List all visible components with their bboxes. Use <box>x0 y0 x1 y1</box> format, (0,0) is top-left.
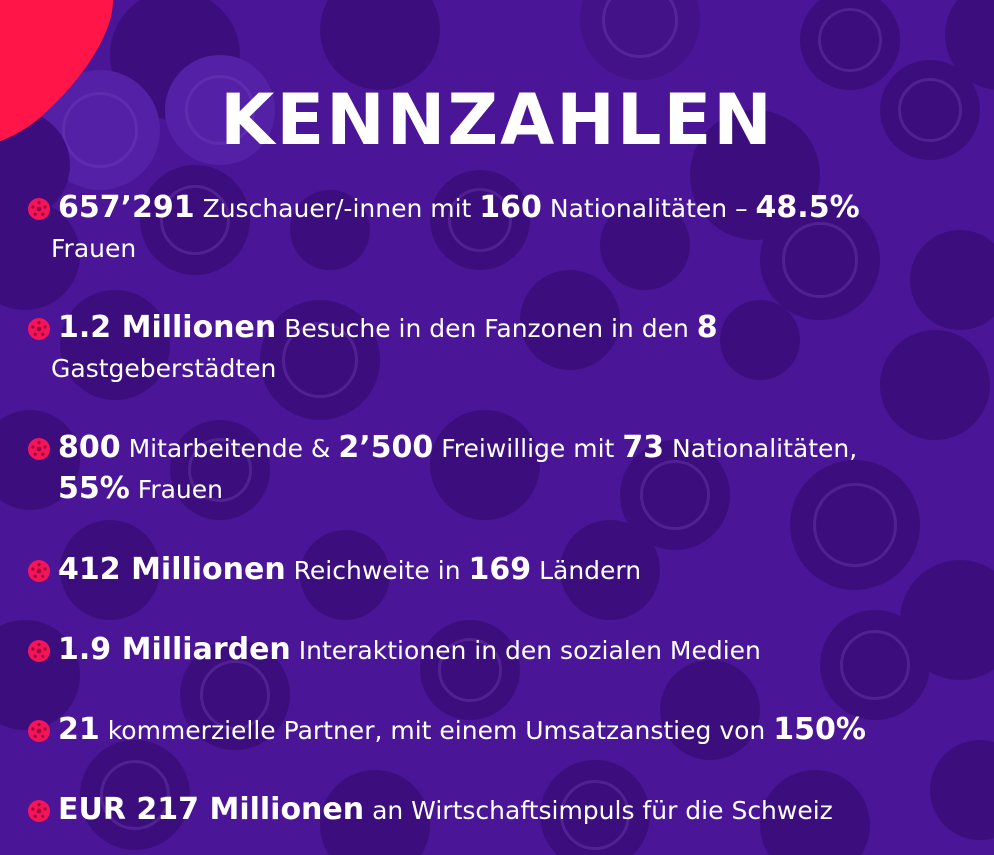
fact-value: 1.9 Milliarden <box>58 632 291 667</box>
pattern-circle <box>0 410 80 510</box>
football-icon <box>28 720 50 742</box>
pattern-circle <box>660 660 760 760</box>
fact-text: Freiwillige mit <box>433 434 623 463</box>
fact-value: 657’291 <box>58 190 195 225</box>
fact-item-economic-impact: EUR 217 Millionen an Wirtschaftsimpuls f… <box>28 790 968 831</box>
pattern-circle <box>560 520 660 620</box>
pattern-circle <box>880 330 990 440</box>
pattern-circle <box>60 290 170 400</box>
fact-text: Gastgeberstädten <box>51 354 277 383</box>
fact-text: Frauen <box>129 475 223 504</box>
fact-text: kommerzielle Partner, mit einem Umsatzan… <box>99 716 774 745</box>
pattern-circle <box>790 460 920 590</box>
pattern-circle <box>140 165 250 275</box>
fact-value: 160 <box>479 190 542 225</box>
football-icon <box>28 318 50 340</box>
pattern-circle <box>820 610 930 720</box>
page-title: KENNZAHLEN <box>220 78 774 161</box>
pattern-circle <box>290 190 370 270</box>
fact-value: 1.2 Millionen <box>58 310 277 345</box>
fact-value: 150% <box>773 712 866 747</box>
fact-text: Zuschauer/-innen mit <box>194 194 480 223</box>
pattern-circle <box>800 0 900 90</box>
fact-text: Nationalitäten – <box>541 194 756 223</box>
pattern-circle <box>430 170 530 270</box>
fact-item-spectators: 657’291 Zuschauer/-innen mit 160 Nationa… <box>28 188 968 269</box>
football-icon <box>28 560 50 582</box>
fact-value: 169 <box>468 552 532 587</box>
fact-item-staff-volunteers: 800 Mitarbeitende & 2’500 Freiwillige mi… <box>28 428 968 510</box>
fact-value: 2’500 <box>338 430 434 465</box>
pattern-circle <box>165 55 275 165</box>
pattern-circle <box>520 270 620 370</box>
pattern-circle <box>60 520 160 620</box>
pattern-circle <box>600 200 690 290</box>
pattern-circle <box>580 0 700 80</box>
pattern-circle <box>180 640 290 750</box>
fact-value: EUR 217 Millionen <box>58 792 365 827</box>
fact-item-reach: 412 Millionen Reichweite in 169 Ländern <box>28 550 968 591</box>
fact-text: Ländern <box>531 556 642 585</box>
football-icon <box>28 438 50 460</box>
fact-item-partners: 21 kommerzielle Partner, mit einem Umsat… <box>28 710 968 751</box>
fact-text: Mitarbeitende & <box>120 434 339 463</box>
pattern-circle <box>300 530 390 620</box>
pattern-circle <box>80 740 190 850</box>
fact-text: an Wirtschaftsimpuls für die Schweiz <box>364 796 833 825</box>
football-icon <box>28 640 50 662</box>
football-icon <box>28 198 50 220</box>
football-icon <box>28 800 50 822</box>
pattern-circle <box>260 300 380 420</box>
pattern-circle <box>320 770 430 855</box>
pattern-circle <box>760 200 880 320</box>
fact-item-social-interactions: 1.9 Milliarden Interaktionen in den sozi… <box>28 630 968 671</box>
fact-value: 412 Millionen <box>58 552 286 587</box>
fact-item-fanzones: 1.2 Millionen Besuche in den Fanzonen in… <box>28 308 968 389</box>
pattern-circle <box>720 300 800 380</box>
pattern-circle <box>540 760 650 855</box>
pattern-circle <box>420 620 520 720</box>
pattern-circle <box>760 770 870 855</box>
fact-value: 800 <box>58 430 121 465</box>
fact-value: 48.5% <box>755 190 860 225</box>
fact-text: Frauen <box>51 234 137 263</box>
pattern-circle <box>430 410 540 520</box>
fact-text: Besuche in den Fanzonen in den <box>276 314 697 343</box>
fact-text: Nationalitäten, <box>664 434 858 463</box>
fact-value: 8 <box>696 310 718 345</box>
fact-value: 55% <box>58 471 130 506</box>
pattern-circle <box>880 60 980 160</box>
fact-value: 21 <box>58 712 100 747</box>
pattern-circle <box>910 230 994 330</box>
fact-text: Interaktionen in den sozialen Medien <box>290 636 761 665</box>
pattern-circle <box>170 420 270 520</box>
fact-value: 73 <box>622 430 665 465</box>
fact-text: Reichweite in <box>285 556 469 585</box>
